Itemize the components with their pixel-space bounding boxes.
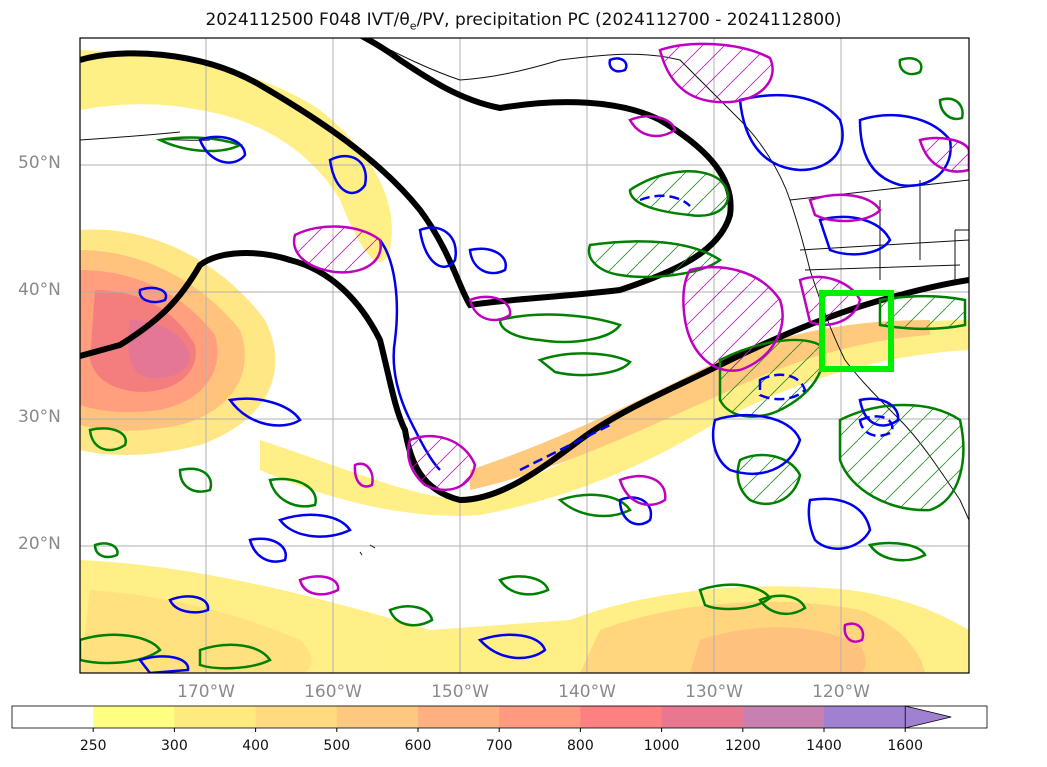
- lon-label-170w: 170°W: [177, 682, 235, 702]
- colorbar-swatch: [742, 706, 825, 728]
- blue-contours: [137, 57, 952, 673]
- colorbar-swatch: [499, 706, 581, 728]
- colorbar-tick-label: 300: [161, 738, 188, 754]
- colorbar-swatch: [174, 706, 257, 728]
- colorbar-tick-label: 800: [567, 738, 594, 754]
- colorbar-swatch: [418, 706, 500, 728]
- colorbar-tick-label: 600: [404, 738, 432, 754]
- title-prefix: 2024112500 F048 IVT/θ: [205, 10, 410, 30]
- colorbar-swatch: [12, 706, 94, 728]
- colorbar-swatch: [580, 706, 663, 728]
- title-subscript: e: [409, 19, 417, 33]
- lat-label-30n: 30°N: [18, 407, 61, 427]
- lat-label-50n: 50°N: [18, 153, 61, 173]
- green-contours: [80, 57, 964, 670]
- colorbar-tick-label: 700: [485, 738, 513, 754]
- colorbar-frame: [11, 705, 988, 729]
- lat-label-40n: 40°N: [18, 280, 61, 300]
- colorbar-tick-label: 1600: [887, 738, 924, 754]
- colorbar-tick-label: 400: [242, 738, 269, 754]
- theta-contours: [292, 42, 969, 643]
- lon-label-120w: 120°W: [812, 682, 870, 702]
- lon-label-160w: 160°W: [304, 682, 362, 702]
- colorbar-tick-label: 500: [323, 738, 351, 754]
- highlight-box: [819, 290, 894, 372]
- map-title: 2024112500 F048 IVT/θe/PV, precipitation…: [0, 10, 1047, 32]
- colorbar-tick-label: 1000: [643, 738, 680, 754]
- lon-label-130w: 130°W: [685, 682, 743, 702]
- colorbar-extend-arrow: [904, 705, 952, 729]
- colorbar-swatch: [336, 706, 419, 728]
- lat-label-20n: 20°N: [18, 534, 61, 554]
- title-suffix: /PV, precipitation PC (2024112700 - 2024…: [416, 10, 842, 30]
- lon-label-150w: 150°W: [431, 682, 489, 702]
- colorbar-swatch: [661, 706, 744, 728]
- blue-dashed-contours: [519, 194, 894, 472]
- colorbar-tick-label: 1400: [806, 738, 842, 754]
- colorbar-swatch: [824, 706, 906, 728]
- colorbar-swatch: [255, 706, 338, 728]
- colorbar-swatches: [12, 706, 906, 732]
- map-frame: [79, 37, 970, 674]
- colorbar-swatch: [93, 706, 175, 728]
- colorbar-tick-label: 1200: [724, 738, 761, 754]
- colorbar-tick-label: 250: [79, 738, 107, 754]
- gridlines: [80, 38, 969, 673]
- lon-label-140w: 140°W: [558, 682, 616, 702]
